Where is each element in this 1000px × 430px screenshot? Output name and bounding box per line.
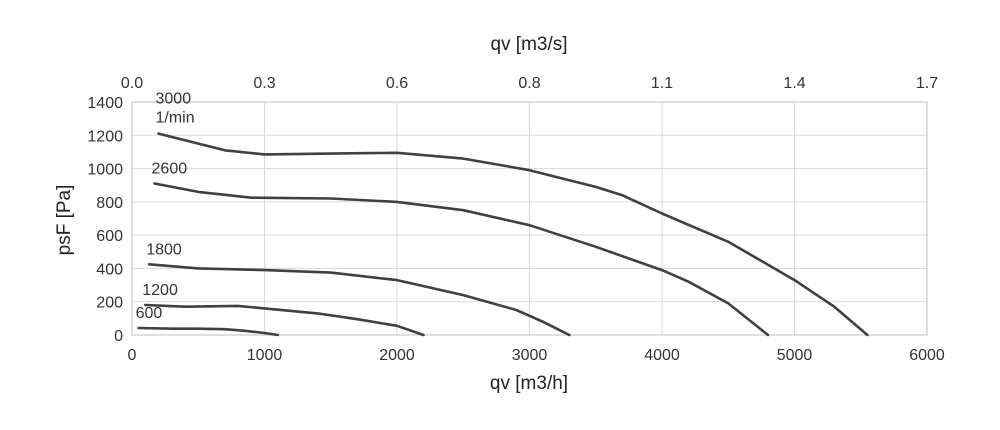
curve-600 — [137, 326, 280, 337]
curve-label-1800: 1800 — [146, 241, 182, 258]
curve-label-3000: 3000 — [156, 91, 192, 108]
y-tick-label: 600 — [96, 228, 123, 245]
x2-tick-label: 0.3 — [253, 75, 275, 92]
y-tick-label: 400 — [96, 261, 123, 278]
x-tick-label: 0 — [128, 347, 137, 364]
x2-tick-label: 1.4 — [783, 75, 805, 92]
x-axis-title: qv [m3/h] — [490, 373, 568, 394]
curve-label-2600: 2600 — [152, 161, 188, 178]
x2-tick-label: 0.6 — [386, 75, 408, 92]
grid — [131, 101, 928, 336]
y-tick-label: 800 — [96, 195, 123, 212]
x2-tick-label: 1.7 — [916, 75, 938, 92]
curve-label-1200: 1200 — [142, 282, 178, 299]
curve-1200 — [144, 303, 425, 337]
y-tick-label: 1000 — [87, 162, 123, 179]
x-tick-label: 6000 — [909, 347, 945, 364]
curve-label-600: 600 — [136, 305, 163, 322]
curve-labels: 3000 1/min 2600 1800 1200 600 — [136, 91, 195, 322]
curve-1800 — [147, 263, 571, 337]
x-tick-label: 5000 — [777, 347, 813, 364]
y-axis-title: psF [Pa] — [54, 185, 75, 256]
curve-unit-label: 1/min — [156, 110, 195, 127]
x2-tick-label: 1.1 — [651, 75, 673, 92]
x-tick-label: 2000 — [379, 347, 415, 364]
x-tick-label: 4000 — [644, 347, 680, 364]
x2-axis-title: qv [m3/s] — [490, 34, 567, 55]
y-tick-label: 1200 — [87, 128, 123, 145]
x2-tick-label: 0.0 — [121, 75, 143, 92]
curve-2600 — [153, 182, 770, 337]
x2-tick-label: 0.8 — [518, 75, 540, 92]
y-tick-label: 1400 — [87, 95, 123, 112]
plot-frame — [131, 101, 928, 336]
y-tick-label: 0 — [114, 328, 123, 345]
y-tick-label: 200 — [96, 295, 123, 312]
curves — [137, 132, 869, 337]
x-tick-label: 1000 — [247, 347, 283, 364]
curve-3000 — [157, 132, 869, 337]
x-tick-label: 3000 — [512, 347, 548, 364]
